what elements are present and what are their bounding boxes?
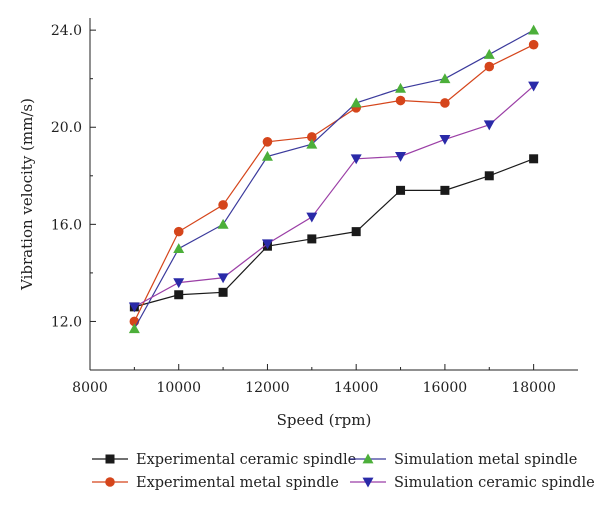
legend-marker	[362, 477, 374, 488]
data-point	[261, 150, 273, 161]
series-line	[134, 85, 535, 308]
series-line	[133, 29, 534, 330]
x-axis-title: Speed (rpm)	[277, 411, 372, 429]
data-point	[351, 227, 361, 237]
data-point	[217, 273, 229, 284]
legend: Experimental ceramic spindle Experimental…	[92, 452, 595, 491]
series-line	[134, 158, 534, 308]
data-point	[484, 171, 494, 181]
y-axis-title: Vibration velocity (mm/s)	[18, 98, 36, 291]
data-point	[395, 95, 406, 106]
data-point	[307, 234, 317, 244]
data-point	[483, 120, 495, 131]
data-point	[262, 137, 273, 147]
legend-label: Simulation ceramic spindle	[394, 475, 595, 491]
data-point	[350, 97, 362, 108]
data-point	[173, 243, 185, 254]
data-point	[128, 323, 140, 334]
data-point	[306, 212, 318, 223]
x-tick-label: 10000	[156, 380, 201, 396]
data-point	[484, 61, 495, 72]
data-point	[174, 290, 184, 300]
legend-item: Experimental metal spindle	[92, 475, 339, 491]
legend-item: Experimental ceramic spindle	[92, 452, 356, 468]
data-point	[528, 81, 540, 92]
y-tick-label: 16.0	[51, 217, 82, 233]
x-tick-label: 12000	[245, 380, 290, 396]
data-point	[307, 132, 317, 142]
data-point	[173, 226, 184, 237]
data-point	[395, 151, 407, 162]
series-layer	[128, 24, 540, 334]
series-4	[128, 81, 540, 313]
data-point	[440, 98, 450, 108]
legend-label: Experimental ceramic spindle	[136, 452, 356, 468]
legend-label: Simulation metal spindle	[394, 452, 577, 468]
data-point	[528, 24, 540, 35]
series-3	[128, 24, 540, 334]
data-point	[440, 185, 450, 195]
legend-item: Simulation metal spindle	[350, 452, 577, 468]
data-point	[528, 39, 539, 50]
data-point	[261, 239, 273, 250]
data-point	[306, 138, 318, 149]
x-tick-label: 8000	[72, 380, 108, 396]
y-tick-label: 24.0	[51, 23, 82, 39]
legend-marker	[362, 453, 374, 464]
data-point	[483, 48, 495, 59]
data-point	[218, 200, 228, 210]
data-point	[218, 287, 228, 297]
legend-marker	[105, 454, 115, 464]
y-tick-label: 12.0	[51, 314, 82, 330]
axes: 8000 10000 12000 14000 16000 18000 12.0 16.0 20.…	[18, 18, 578, 429]
data-point	[350, 154, 362, 165]
data-point	[439, 134, 451, 145]
series-1	[129, 154, 539, 312]
legend-marker	[105, 477, 115, 487]
x-tick-label: 18000	[511, 380, 556, 396]
series-line	[133, 44, 534, 322]
data-point	[395, 82, 407, 93]
x-tick-label: 16000	[423, 380, 468, 396]
legend-label: Experimental metal spindle	[136, 475, 339, 491]
y-tick-label: 20.0	[51, 120, 82, 136]
x-tick-label: 14000	[334, 380, 379, 396]
data-point	[128, 302, 140, 313]
data-point	[439, 73, 451, 84]
data-point	[529, 154, 539, 164]
series-2	[129, 39, 539, 327]
data-point	[173, 278, 185, 289]
legend-item: Simulation ceramic spindle	[350, 475, 595, 491]
data-point	[396, 185, 406, 195]
data-point	[217, 218, 229, 229]
